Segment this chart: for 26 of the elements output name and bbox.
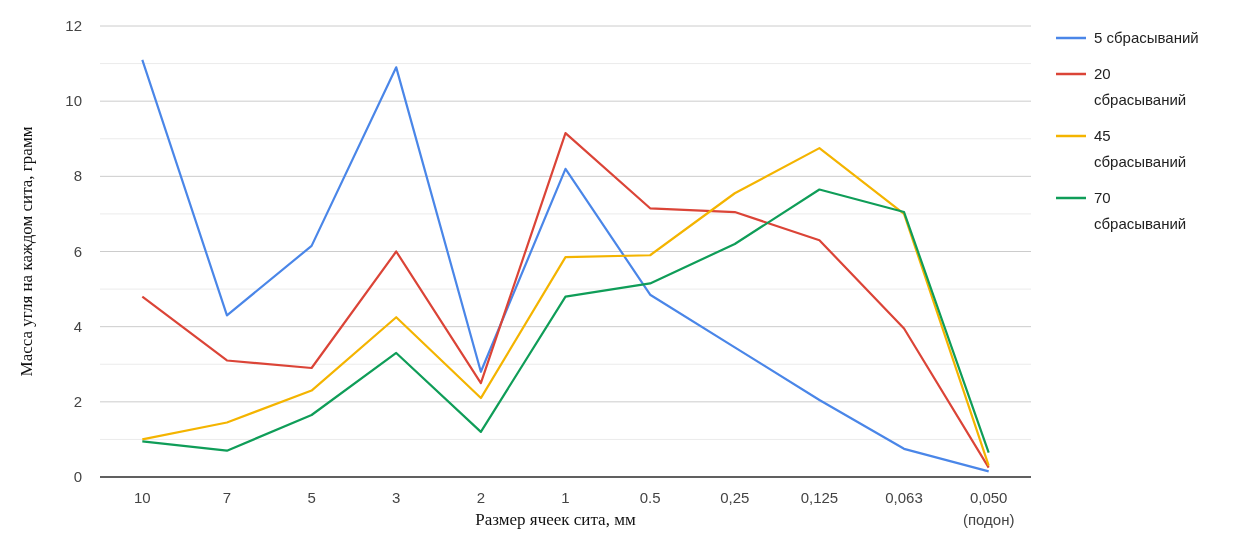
y-tick-label: 8 xyxy=(73,167,82,185)
x-tick-label: 0,25 xyxy=(720,489,750,506)
y-tick-label: 4 xyxy=(73,317,82,335)
x-tick-label: 10 xyxy=(133,489,151,506)
y-tick-label: 2 xyxy=(73,392,82,410)
x-tick-label: 5 xyxy=(307,489,316,506)
y-tick-label: 10 xyxy=(65,92,82,110)
legend-label: 20 сбрасываний xyxy=(1094,65,1187,108)
y-tick-label: 12 xyxy=(65,17,82,34)
legend-label: 5 сбрасываний xyxy=(1094,29,1199,46)
x-tick-label: 7 xyxy=(222,489,232,506)
x-tick-label: 1 xyxy=(561,489,570,506)
x-tick-label: 0,125 xyxy=(800,489,839,506)
x-tick-label: 2 xyxy=(476,489,486,506)
y-axis-title: Масса угля на каждом сита, грамм xyxy=(17,126,36,377)
x-tick-label: 0.5 xyxy=(639,489,661,506)
x-tick-label: 0,050 (подон) xyxy=(962,489,1015,528)
legend-label: 70 сбрасываний xyxy=(1094,189,1187,232)
line-series xyxy=(141,188,990,454)
x-tick-label: 3 xyxy=(392,489,401,506)
y-tick-label: 6 xyxy=(73,242,82,260)
legend-label: 45 сбрасываний xyxy=(1094,127,1187,170)
y-tick-label: 0 xyxy=(73,468,82,485)
x-tick-label: 0,063 xyxy=(885,489,923,506)
line-series xyxy=(141,58,990,473)
x-axis-title: Размер ячеек сита, мм xyxy=(475,510,636,529)
